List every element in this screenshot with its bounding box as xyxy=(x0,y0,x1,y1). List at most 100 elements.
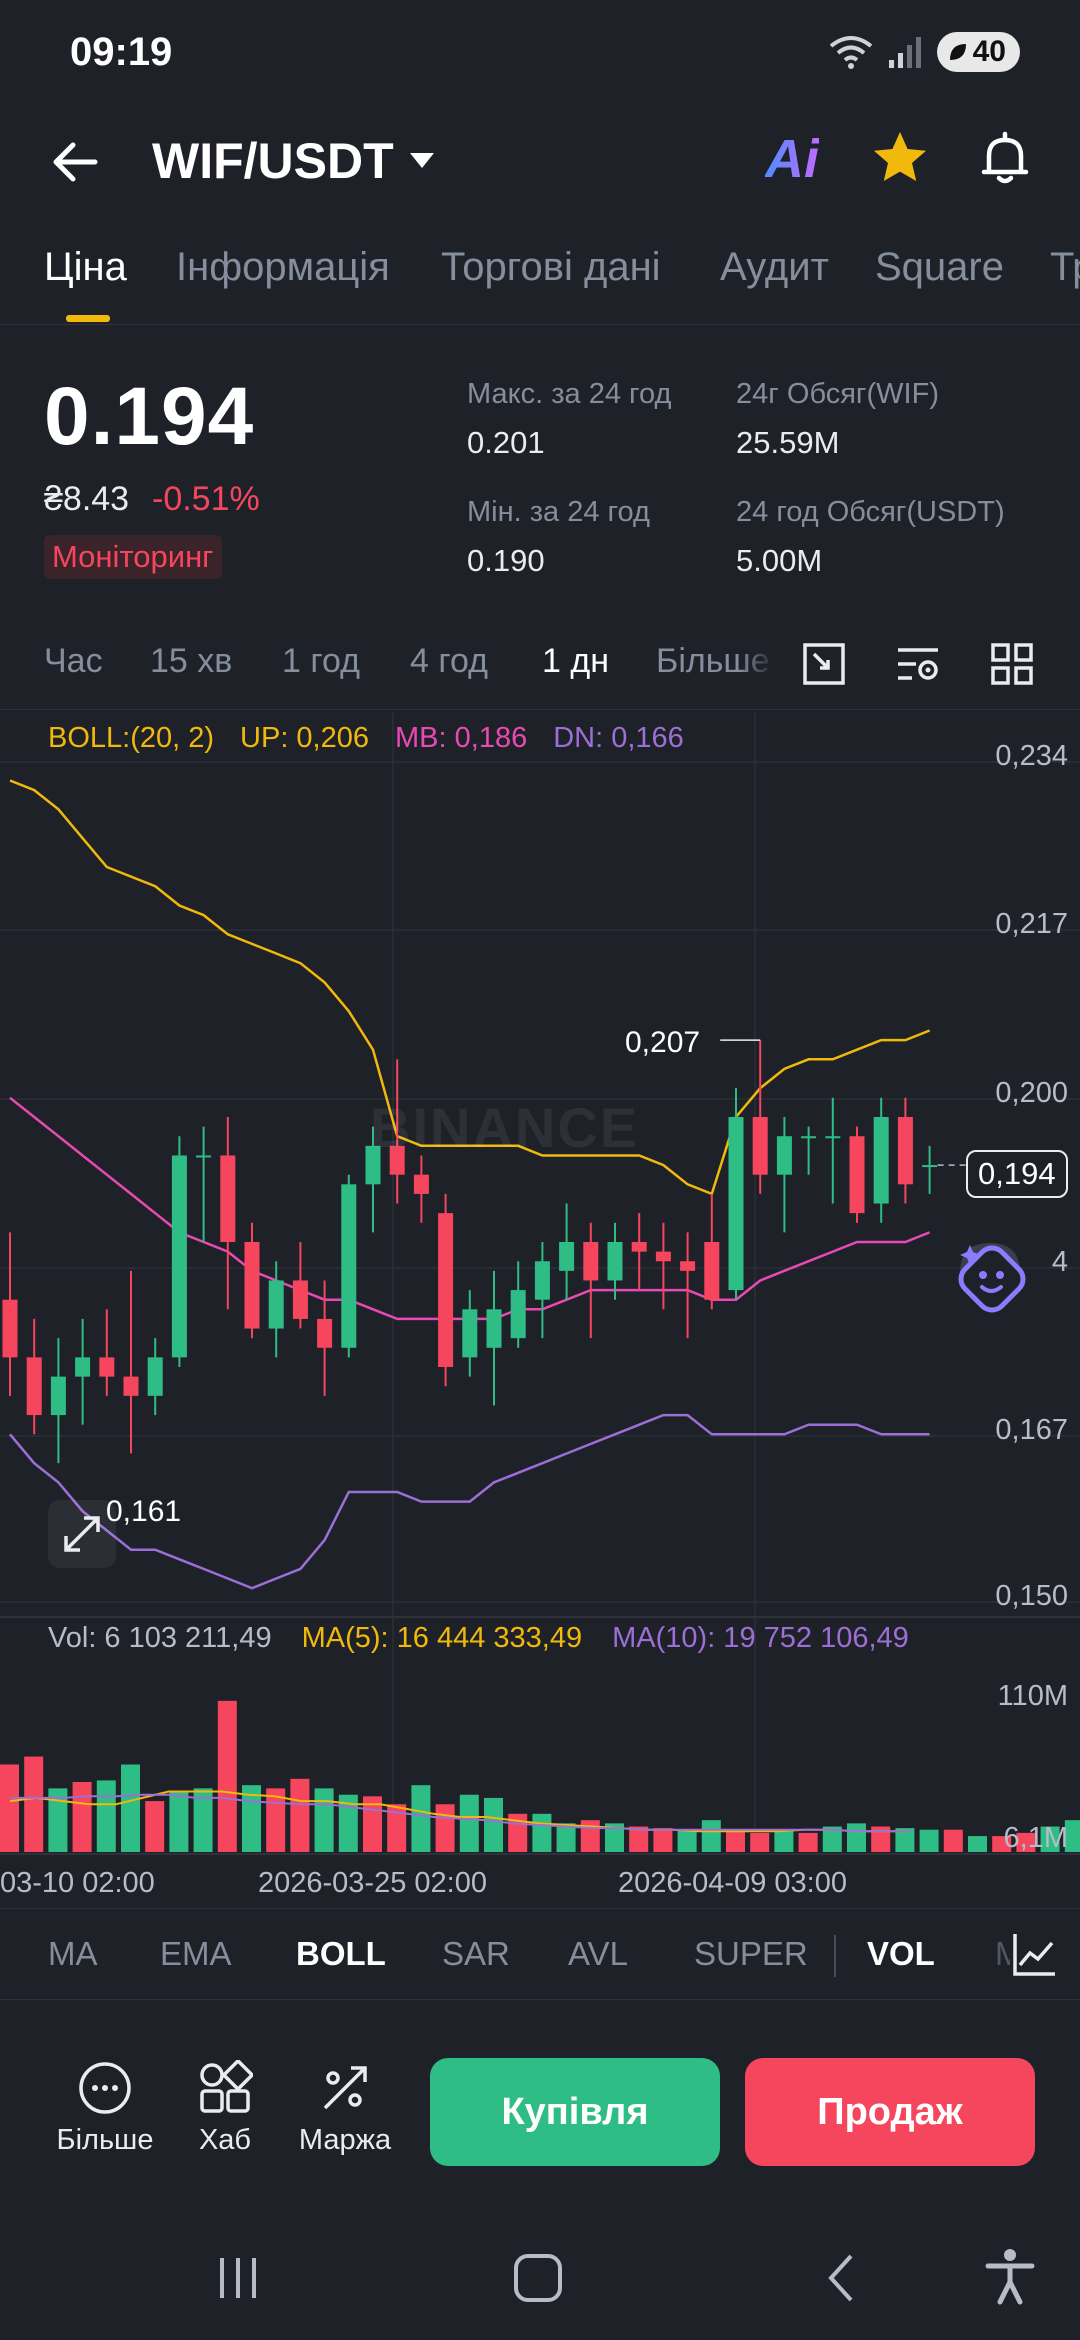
candle-body xyxy=(559,1242,575,1271)
back-nav-icon[interactable] xyxy=(815,2250,871,2306)
volume-bar xyxy=(217,1700,237,1852)
tab-trading-data[interactable]: Торгові дані xyxy=(441,245,661,289)
candle-body xyxy=(801,1136,817,1139)
favorite-star-icon[interactable] xyxy=(870,128,930,188)
tab-bar: Ціна Інформація Торгові дані Аудит Squar… xyxy=(0,235,1080,325)
interval-time[interactable]: Час xyxy=(44,642,103,680)
ai-assistant-icon[interactable]: Ai xyxy=(765,129,819,189)
volume-bar xyxy=(871,1826,891,1852)
header: WIF/USDT Ai xyxy=(0,110,1080,210)
price-chart[interactable] xyxy=(0,712,1080,1907)
interval-15m[interactable]: 15 хв xyxy=(150,642,233,680)
indicator-sar[interactable]: SAR xyxy=(442,1935,510,1972)
candle-body xyxy=(897,1117,913,1185)
monitoring-badge[interactable]: Моніторинг xyxy=(44,535,222,579)
y-tick-label: 0,234 xyxy=(995,740,1068,772)
volume-axis-min: 6,1M xyxy=(1003,1822,1068,1854)
volume-base-label: 24г Обсяг(WIF) xyxy=(736,378,939,410)
layout-grid-icon[interactable] xyxy=(988,640,1036,688)
home-icon[interactable] xyxy=(510,2250,566,2306)
candle-body xyxy=(244,1242,260,1329)
volume-bar xyxy=(484,1797,503,1852)
interval-more[interactable]: Більше xyxy=(656,642,770,680)
high-24h-label: Макс. за 24 год xyxy=(467,378,672,410)
margin-label: Маржа xyxy=(298,2124,392,2156)
price-change: -0.51% xyxy=(152,480,260,518)
candle-body xyxy=(317,1318,333,1348)
volume-quote-label: 24 год Обсяг(USDT) xyxy=(736,496,1005,528)
volume-bar xyxy=(726,1829,745,1852)
candle-body xyxy=(50,1376,66,1416)
indicator-avl[interactable]: AVL xyxy=(568,1935,628,1972)
tab-square[interactable]: Square xyxy=(875,245,1004,289)
volume-bar xyxy=(992,1836,1012,1852)
sell-button[interactable]: Продаж xyxy=(745,2058,1035,2166)
volume-bar xyxy=(847,1823,866,1852)
candle-body xyxy=(752,1117,768,1175)
candle-body xyxy=(413,1174,429,1194)
candle-body xyxy=(171,1155,187,1358)
volume-bar xyxy=(532,1813,552,1852)
buy-button[interactable]: Купівля xyxy=(430,2058,720,2166)
candle-body xyxy=(631,1242,647,1252)
volume-bar xyxy=(919,1829,939,1852)
accessibility-icon[interactable] xyxy=(980,2246,1040,2306)
indicator-super[interactable]: SUPER xyxy=(694,1935,808,1972)
tab-audit[interactable]: Аудит xyxy=(720,245,829,289)
notification-bell-icon[interactable] xyxy=(975,128,1035,188)
volume-ma5: MA(5): 16 444 333,49 xyxy=(301,1622,583,1654)
hub-button[interactable]: Хаб xyxy=(165,2060,285,2157)
pair-selector[interactable]: WIF/USDT xyxy=(152,132,436,190)
interval-1h[interactable]: 1 год xyxy=(282,642,361,680)
candle-body xyxy=(196,1155,212,1158)
volume-bar xyxy=(338,1794,358,1852)
margin-button[interactable]: Маржа xyxy=(285,2060,405,2157)
indicator-settings-icon[interactable] xyxy=(894,640,942,688)
boll-up-value: UP: 0,206 xyxy=(240,722,370,754)
tab-price[interactable]: Ціна xyxy=(44,245,127,289)
boll-dn-value: DN: 0,166 xyxy=(553,722,684,754)
volume-bar xyxy=(96,1780,116,1852)
candle-body xyxy=(776,1136,792,1175)
boll-lower-line xyxy=(9,1413,930,1590)
candle-body xyxy=(728,1117,744,1291)
boll-params: BOLL:(20, 2) xyxy=(48,722,215,754)
pair-title: WIF/USDT xyxy=(152,133,394,189)
tab-info[interactable]: Інформація xyxy=(176,245,390,289)
candle-body xyxy=(607,1242,623,1281)
high-24h-value: 0.201 xyxy=(467,425,545,460)
x-tick-label: 2026-03-25 02:00 xyxy=(258,1867,487,1899)
candle-body xyxy=(99,1357,115,1377)
interval-4h[interactable]: 4 год xyxy=(410,642,489,680)
assistant-bot-button[interactable] xyxy=(940,1225,1040,1325)
fullscreen-icon[interactable] xyxy=(800,640,848,688)
indicator-bar: MA EMA BOLL SAR AVL SUPER VOL M xyxy=(0,1908,1080,2000)
volume-bar xyxy=(24,1756,44,1852)
volume-bar xyxy=(459,1794,479,1852)
signal-icon xyxy=(888,37,921,68)
candle-body xyxy=(704,1242,720,1300)
candle-body xyxy=(123,1376,139,1396)
chart-high-label: 0,207 xyxy=(625,1026,701,1059)
volume-bar xyxy=(314,1788,334,1852)
indicator-boll[interactable]: BOLL xyxy=(296,1935,386,1972)
indicator-ma[interactable]: MA xyxy=(48,1935,98,1972)
volume-bar xyxy=(943,1829,963,1852)
last-price: 0.194 xyxy=(44,371,255,462)
candlestick-chart[interactable] xyxy=(0,712,1080,1907)
y-tick-label: 4 xyxy=(1051,1246,1068,1278)
tab-more[interactable]: Тр xyxy=(1050,245,1080,289)
expand-chart-button[interactable] xyxy=(48,1500,116,1568)
indicator-vol[interactable]: VOL xyxy=(867,1935,935,1972)
y-tick-label: 0,217 xyxy=(995,908,1068,940)
recent-apps-icon[interactable] xyxy=(210,2250,266,2306)
volume-bar xyxy=(895,1828,915,1852)
more-button[interactable]: Більше xyxy=(45,2060,165,2157)
interval-1d[interactable]: 1 дн xyxy=(542,642,609,680)
candle-body xyxy=(680,1261,696,1271)
candle-body xyxy=(26,1357,42,1416)
back-arrow-icon[interactable] xyxy=(45,132,105,192)
chart-low-label: 0,161 xyxy=(106,1495,182,1528)
indicator-ema[interactable]: EMA xyxy=(160,1935,232,1972)
chart-type-icon[interactable] xyxy=(1010,1929,1060,1979)
